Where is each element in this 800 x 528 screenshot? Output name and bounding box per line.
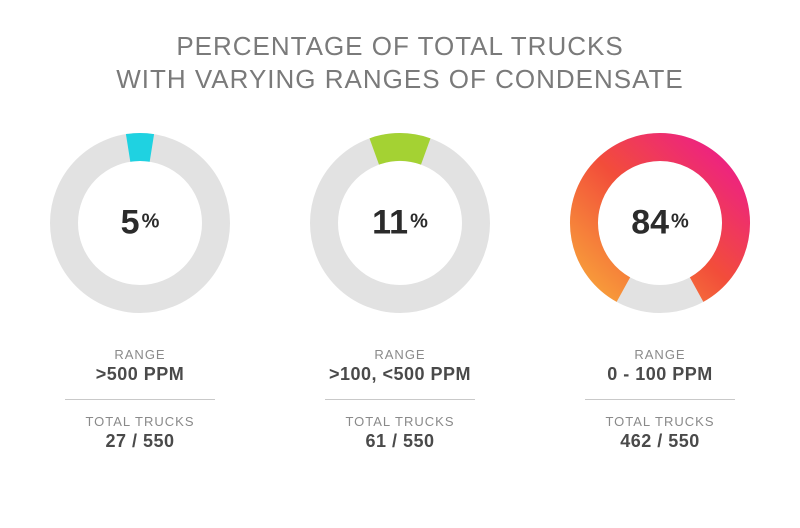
pct-sign-1: % [410,210,428,232]
pct-sign-2: % [671,210,689,232]
chart-col-1: 11% RANGE >100, <500 PPM TOTAL TRUCKS 61… [290,123,510,452]
pct-sign-0: % [142,210,160,232]
donut-value-0: 5% [121,204,160,243]
donut-value-1: 11% [372,204,428,243]
range-label-1: RANGE [325,347,475,362]
donut-arc-1 [374,147,425,151]
title-line2: WITH VARYING RANGES OF CONDENSATE [116,64,684,94]
meta-0: RANGE >500 PPM TOTAL TRUCKS 27 / 550 [65,347,215,452]
donut-value-2: 84% [631,204,689,243]
range-label-0: RANGE [65,347,215,362]
charts-row: 5% RANGE >500 PPM TOTAL TRUCKS 27 / 550 … [0,123,800,452]
meta-divider-1 [325,399,475,400]
chart-col-2: 84% RANGE 0 - 100 PPM TOTAL TRUCKS 462 /… [550,123,770,452]
trucks-label-1: TOTAL TRUCKS [325,414,475,429]
pct-num-0: 5 [121,204,140,242]
meta-1: RANGE >100, <500 PPM TOTAL TRUCKS 61 / 5… [325,347,475,452]
chart-col-0: 5% RANGE >500 PPM TOTAL TRUCKS 27 / 550 [30,123,250,452]
trucks-label-2: TOTAL TRUCKS [585,414,735,429]
meta-2: RANGE 0 - 100 PPM TOTAL TRUCKS 462 / 550 [585,347,735,452]
pct-num-2: 84 [631,204,669,242]
range-value-2: 0 - 100 PPM [585,364,735,385]
donut-2: 84% [560,123,760,323]
range-label-2: RANGE [585,347,735,362]
trucks-value-2: 462 / 550 [585,431,735,452]
range-value-0: >500 PPM [65,364,215,385]
trucks-value-0: 27 / 550 [65,431,215,452]
donut-0: 5% [40,123,240,323]
range-value-1: >100, <500 PPM [325,364,475,385]
meta-divider-0 [65,399,215,400]
chart-title: PERCENTAGE OF TOTAL TRUCKS WITH VARYING … [116,30,684,95]
pct-num-1: 11 [372,204,408,242]
donut-arc-0 [128,147,152,148]
trucks-label-0: TOTAL TRUCKS [65,414,215,429]
title-line1: PERCENTAGE OF TOTAL TRUCKS [176,31,623,61]
meta-divider-2 [585,399,735,400]
trucks-value-1: 61 / 550 [325,431,475,452]
donut-1: 11% [300,123,500,323]
